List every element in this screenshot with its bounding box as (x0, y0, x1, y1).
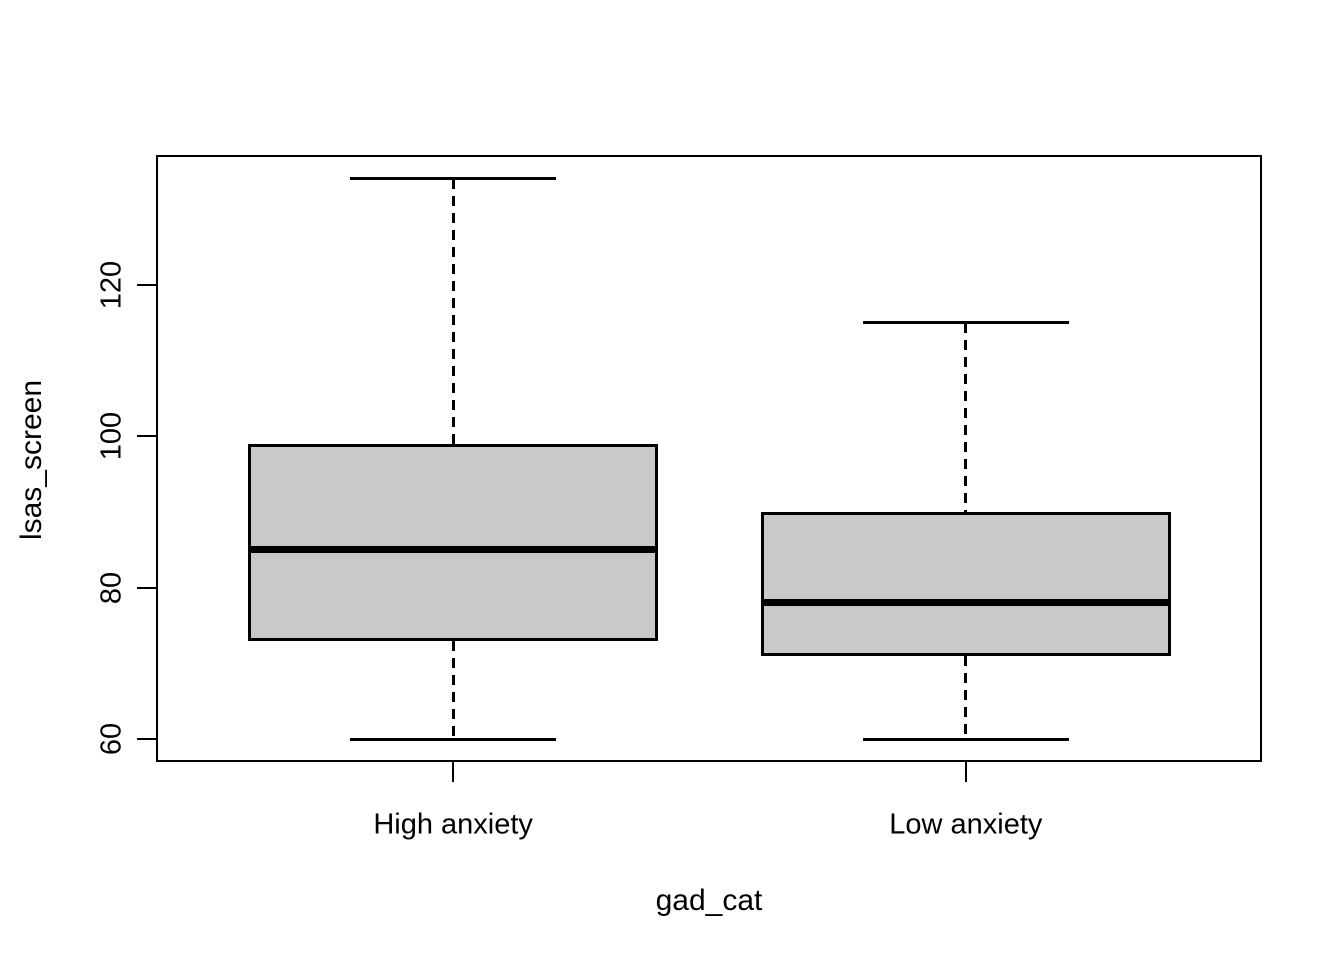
median-line (760, 599, 1171, 607)
x-tick-mark (964, 762, 967, 782)
upper-whisker-cap (863, 321, 1069, 325)
y-tick-mark (137, 283, 157, 286)
x-tick-label: High anxiety (373, 808, 533, 841)
upper-whisker-line (451, 178, 455, 444)
iqr-box (760, 512, 1171, 656)
x-axis-title: gad_cat (655, 884, 763, 917)
x-tick-label: Low anxiety (889, 808, 1043, 841)
lower-whisker-line (964, 655, 968, 740)
y-tick-label: 120 (95, 260, 128, 309)
y-tick-mark (137, 435, 157, 438)
y-tick-label: 80 (95, 571, 128, 604)
y-tick-mark (137, 738, 157, 741)
y-tick-label: 60 (95, 723, 128, 756)
upper-whisker-line (964, 322, 968, 513)
lower-whisker-cap (863, 737, 1069, 741)
median-line (248, 546, 659, 554)
upper-whisker-cap (350, 177, 556, 181)
y-tick-mark (137, 586, 157, 589)
x-tick-mark (452, 762, 455, 782)
lower-whisker-cap (350, 737, 556, 741)
lower-whisker-line (451, 640, 455, 740)
y-axis-title: lsas_screen (15, 379, 48, 541)
iqr-box (248, 443, 659, 641)
y-tick-label: 100 (95, 412, 128, 461)
